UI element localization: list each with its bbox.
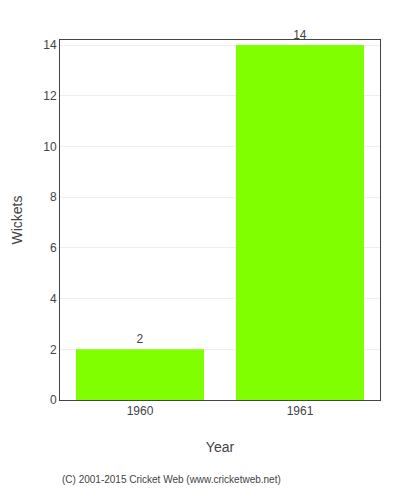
svg-text:14: 14 <box>293 28 307 42</box>
svg-text:Year: Year <box>206 439 235 455</box>
svg-text:6: 6 <box>50 241 57 255</box>
svg-text:1961: 1961 <box>287 404 314 418</box>
svg-text:4: 4 <box>50 292 57 306</box>
svg-text:1960: 1960 <box>127 404 154 418</box>
svg-text:12: 12 <box>43 89 57 103</box>
svg-text:14: 14 <box>43 38 57 52</box>
svg-text:10: 10 <box>43 140 57 154</box>
svg-text:8: 8 <box>50 190 57 204</box>
svg-text:Wickets: Wickets <box>9 196 25 245</box>
svg-text:2: 2 <box>50 343 57 357</box>
svg-text:(C) 2001-2015 Cricket Web (www: (C) 2001-2015 Cricket Web (www.cricketwe… <box>62 474 281 485</box>
svg-text:0: 0 <box>50 393 57 407</box>
svg-text:2: 2 <box>137 332 144 346</box>
